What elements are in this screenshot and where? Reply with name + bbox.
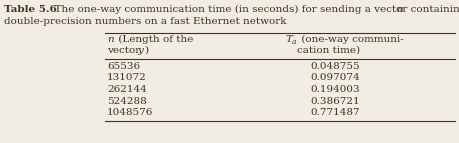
Text: The one-way communication time (in seconds) for sending a vector containing: The one-way communication time (in secon… [48, 5, 459, 14]
Text: (one-way communi-: (one-way communi- [298, 35, 404, 44]
Text: double-precision numbers on a fast Ethernet network: double-precision numbers on a fast Ether… [4, 17, 286, 26]
Text: y: y [137, 46, 143, 55]
Text: (Length of the: (Length of the [115, 35, 193, 44]
Text: 0.097074: 0.097074 [310, 74, 360, 83]
Text: 0.194003: 0.194003 [310, 85, 360, 94]
Text: 0.386721: 0.386721 [310, 97, 360, 106]
Text: 262144: 262144 [107, 85, 147, 94]
Text: 524288: 524288 [107, 97, 147, 106]
Text: 131072: 131072 [107, 74, 147, 83]
Text: 0.771487: 0.771487 [310, 108, 360, 117]
Text: a: a [292, 38, 297, 46]
Text: ): ) [144, 46, 148, 55]
Text: T: T [285, 35, 292, 44]
Text: 1048576: 1048576 [107, 108, 153, 117]
Text: vector: vector [107, 46, 144, 55]
Text: 65536: 65536 [107, 62, 140, 71]
Text: n: n [107, 35, 114, 44]
Text: cation time): cation time) [297, 46, 360, 55]
Text: 0.048755: 0.048755 [310, 62, 360, 71]
Text: n: n [396, 5, 403, 14]
Text: Table 5.6: Table 5.6 [4, 5, 57, 14]
